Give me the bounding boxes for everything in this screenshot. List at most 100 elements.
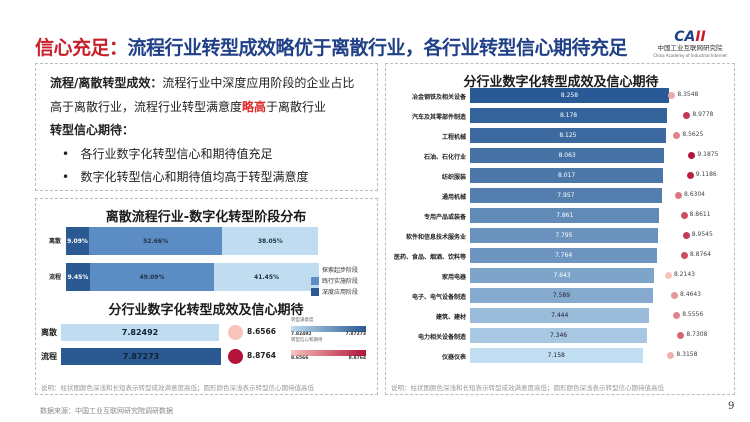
summary-p1: 流程/离散转型成效：流程行业中深度应用阶段的企业占比高于离散行业，流程行业转型满… — [50, 72, 363, 119]
page-number: 9 — [728, 401, 735, 412]
bar-segment: 49.09% — [89, 263, 215, 291]
industry-label: 家用电器 — [441, 274, 466, 281]
industry-label: 专用产品或装备 — [423, 214, 466, 221]
industry-label: 软件和信息技术服务业 — [405, 234, 466, 241]
summary-p1b: 于离散行业 — [266, 99, 327, 114]
conf-legend-title: 转型信心和期待 — [291, 338, 323, 343]
satisfaction-bar: 7.346 — [470, 328, 648, 343]
satisfaction-bar: 8.125 — [470, 128, 666, 143]
summary-panel: 流程/离散转型成效：流程行业中深度应用阶段的企业占比高于离散行业，流程行业转型满… — [35, 63, 378, 191]
legend-label: 探索起步阶段 — [322, 267, 359, 274]
confidence-label: 8.6566 — [247, 327, 276, 336]
caii-logo: CAII 中国工业互联网研究院 China Academy of Industr… — [640, 30, 740, 58]
legend-item: 深度应用阶段 — [311, 286, 358, 297]
stacked-bar: 9.09% 52.66% 38.05% — [66, 227, 319, 255]
legend-item: 探索起步阶段 — [311, 264, 358, 275]
industry-label: 工程机械 — [441, 134, 466, 141]
confidence-label: 8.9778 — [692, 111, 714, 118]
conf-gradient — [291, 350, 366, 356]
confidence-label: 8.3158 — [676, 351, 698, 358]
satisfaction-bar: 7.444 — [470, 308, 650, 323]
sat-max: 7.87273 — [345, 332, 367, 337]
confidence-label: 8.8764 — [689, 251, 711, 258]
logo-en: China Academy of Industrial Internet — [653, 53, 727, 58]
confidence-label: 8.5556 — [682, 311, 704, 318]
sat-legend-title: 转型满意度 — [291, 318, 314, 323]
confidence-label: 8.5625 — [682, 131, 704, 138]
data-source: 数据来源：中国工业互联网研究院调研数据 — [40, 407, 173, 415]
satisfaction-bar: 7.589 — [470, 288, 653, 303]
confidence-dot — [228, 325, 243, 340]
logo-cn: 中国工业互联网研究院 — [657, 44, 723, 52]
sat-min: 7.82492 — [291, 332, 312, 337]
confidence-dot — [670, 292, 678, 299]
stage-chart-title: 离散流程行业-数字化转型阶段分布 — [105, 210, 307, 225]
confidence-label: 9.1875 — [697, 151, 719, 158]
satisfaction-bar: 7.158 — [470, 348, 643, 363]
confidence-dot — [674, 192, 682, 199]
confidence-dot — [668, 92, 676, 99]
confidence-dot — [682, 232, 690, 239]
legend-item: 践行实施阶段 — [311, 275, 358, 286]
confidence-label: 8.8764 — [247, 351, 276, 360]
industry-label: 汽车及其零部件制造 — [411, 114, 466, 121]
satisfaction-bar: 7.764 — [470, 248, 658, 263]
bar-segment: 9.45% — [66, 263, 90, 291]
satisfaction-bar: 8.258 — [470, 88, 670, 103]
gradient-legend: 转型满意度 7.82492 7.87273 转型信心和期待 8.6566 8.876… — [291, 317, 366, 361]
stage-legend: 探索起步阶段 践行实施阶段 深度应用阶段 — [311, 264, 358, 297]
bullet-item: • 各行业数字化转型信心和期待值充足 — [62, 146, 273, 161]
satisfaction-bar: 8.017 — [470, 168, 664, 183]
confidence-label: 8.6304 — [683, 191, 705, 198]
confidence-dot — [677, 332, 685, 339]
page-title: 信心充足：流程行业转型成效略优于离散行业，各行业转型信心期待充足 — [35, 33, 628, 60]
confidence-dot — [683, 112, 691, 119]
confidence-label: 8.9545 — [691, 231, 713, 238]
satisfaction-bar: 7.795 — [470, 228, 658, 243]
bar-segment: 52.66% — [88, 227, 223, 255]
industry-label: 冶金钢铁及相关设备 — [411, 94, 466, 101]
title-prefix: 信心充足： — [35, 37, 128, 59]
conf-min: 8.6566 — [291, 356, 309, 361]
row-label: 离散 — [41, 328, 57, 337]
industry-label: 仪器仪表 — [441, 354, 466, 361]
industry-label: 建筑、建材 — [435, 314, 466, 321]
confidence-label: 8.2143 — [673, 271, 695, 278]
summary-p1a: 流程行业中深度应用阶段的企业占比高于离散行业，流程行业转型满意度 — [50, 76, 355, 114]
summary-highlight: 略高 — [242, 99, 267, 114]
bullet-text: 数字化转型信心和期待值均高于转型满意度 — [80, 170, 309, 184]
industry-label: 石油、石化行业 — [423, 154, 466, 161]
sat-gradient — [291, 326, 366, 332]
confidence-label: 8.4643 — [679, 291, 701, 298]
bullet-text: 各行业数字化转型信心和期待值充足 — [80, 146, 273, 161]
satisfaction-bar: 7.957 — [470, 188, 662, 203]
bar-segment: 38.05% — [222, 227, 319, 255]
confidence-dot — [686, 172, 694, 179]
summary-h2: 转型信心期待： — [50, 123, 135, 137]
industry-label: 医药、食品、烟酒、饮料等 — [393, 254, 466, 261]
conf-max: 8.8764 — [348, 356, 366, 361]
confidence-dot — [664, 272, 672, 279]
row-label: 流程 — [41, 352, 57, 361]
stacked-bar: 9.45% 49.09% 41.45% — [66, 263, 319, 291]
compare-chart-title: 分行业数字化转型成效及信心期待 — [108, 303, 304, 318]
legend-label: 深度应用阶段 — [322, 289, 359, 296]
confidence-dot — [673, 312, 681, 319]
confidence-dot — [667, 352, 675, 359]
confidence-label: 8.7308 — [686, 331, 708, 338]
confidence-dot — [228, 349, 243, 364]
satisfaction-bar: 8.178 — [470, 108, 668, 123]
bar-segment: 9.09% — [66, 227, 89, 255]
right-chart-panel: 分行业数字化转型成效及信心期待 冶金钢铁及相关设备 8.258 8.3548 汽车及其… — [385, 63, 735, 395]
satisfaction-bar: 8.063 — [470, 148, 665, 163]
satisfaction-bar: 7.82492 — [61, 324, 219, 341]
industry-label: 通用机械 — [441, 194, 466, 201]
legend-label: 践行实施阶段 — [322, 278, 359, 285]
confidence-label: 8.3548 — [677, 91, 699, 98]
row-label: 流程 — [48, 274, 61, 281]
confidence-dot — [680, 252, 688, 259]
bar-segment: 41.45% — [214, 263, 319, 291]
satisfaction-bar: 7.861 — [470, 208, 660, 223]
confidence-label: 9.1186 — [695, 171, 717, 178]
confidence-dot — [673, 132, 681, 139]
